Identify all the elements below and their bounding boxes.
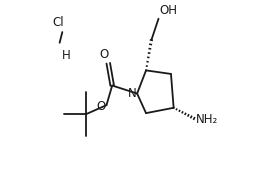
Text: H: H (61, 49, 70, 62)
Text: N: N (128, 87, 137, 100)
Text: O: O (96, 100, 105, 112)
Text: O: O (99, 48, 108, 61)
Text: NH₂: NH₂ (196, 113, 218, 126)
Text: Cl: Cl (53, 16, 64, 29)
Text: OH: OH (159, 4, 177, 17)
